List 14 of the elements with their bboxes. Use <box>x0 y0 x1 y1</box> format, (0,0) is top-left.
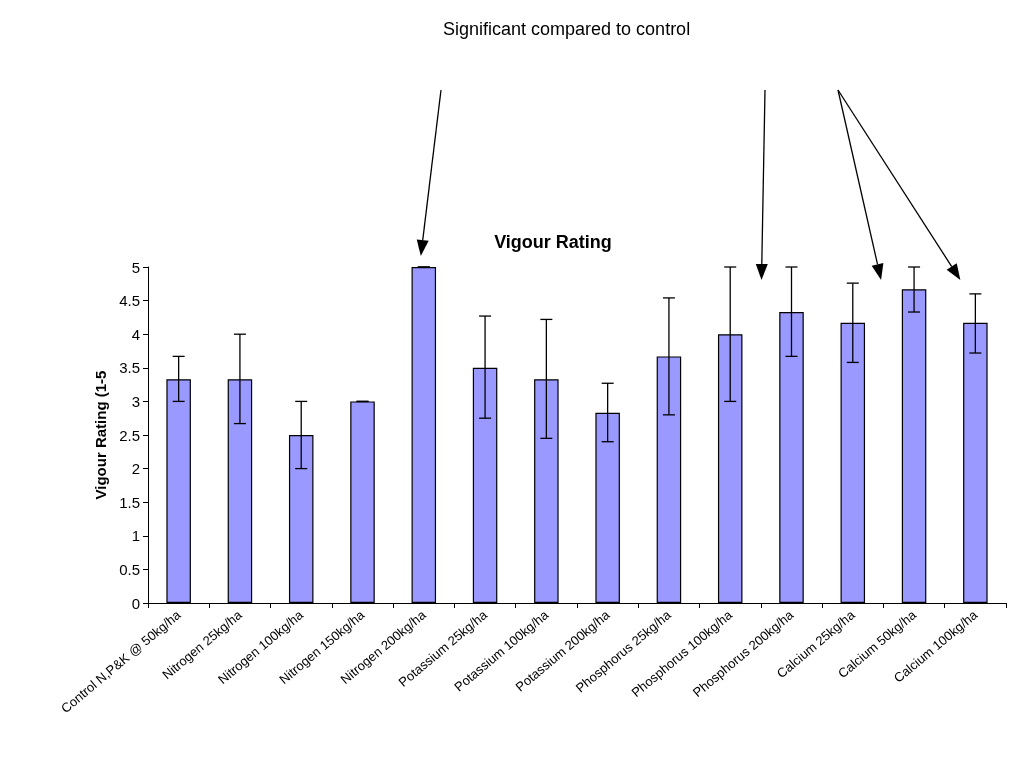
y-tick-label: 2.5 <box>119 426 140 444</box>
y-tick-label: 5 <box>131 258 140 276</box>
y-tick-label: 1.5 <box>119 493 140 511</box>
y-axis-title: Vigour Rating (1-5 <box>92 370 109 500</box>
y-tick-label: 0 <box>131 594 140 612</box>
text: Significant compared to control <box>443 19 691 39</box>
y-tick-label: 0.5 <box>119 560 140 578</box>
y-tick-label: 3.5 <box>119 359 140 377</box>
y-tick-label: 3 <box>131 392 140 410</box>
y-tick-label: 4 <box>131 325 140 343</box>
y-tick-label: 2 <box>131 460 140 478</box>
chart-title: Vigour Rating <box>494 232 612 252</box>
y-tick-label: 1 <box>131 527 140 545</box>
y-tick-label: 4.5 <box>119 292 140 310</box>
